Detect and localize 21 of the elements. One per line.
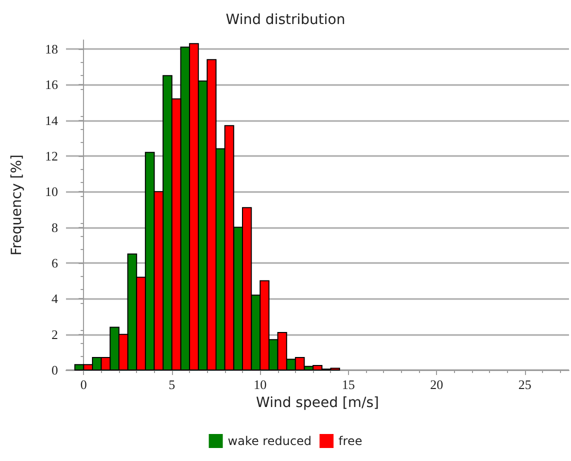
y-tick-label: 18: [45, 41, 58, 56]
y-tick-label: 0: [52, 362, 58, 378]
x-tick-label: 10: [254, 377, 267, 392]
y-tick-label: 2: [52, 326, 58, 342]
legend-label: free: [338, 434, 362, 448]
y-axis-title: Frequency [%]: [9, 154, 25, 256]
y-tick-label: 12: [45, 148, 58, 164]
x-tick-label: 0: [80, 377, 87, 392]
x-tick-label: 20: [430, 377, 444, 392]
y-tick-label: 8: [52, 220, 58, 235]
y-tick-label: 4: [52, 291, 58, 306]
y-tick-label: 6: [52, 255, 58, 270]
y-tick-label: 16: [45, 77, 58, 92]
y-tick-label: 10: [45, 184, 58, 200]
x-axis-title: Wind speed [m/s]: [256, 395, 379, 411]
x-tick-label: 15: [342, 377, 355, 392]
x-tick-label: 25: [518, 377, 532, 392]
y-tick-label: 14: [45, 112, 58, 128]
chart-title: Wind distribution: [226, 12, 346, 28]
x-tick-label: 5: [168, 377, 176, 392]
legend-label: wake reduced: [228, 434, 312, 448]
